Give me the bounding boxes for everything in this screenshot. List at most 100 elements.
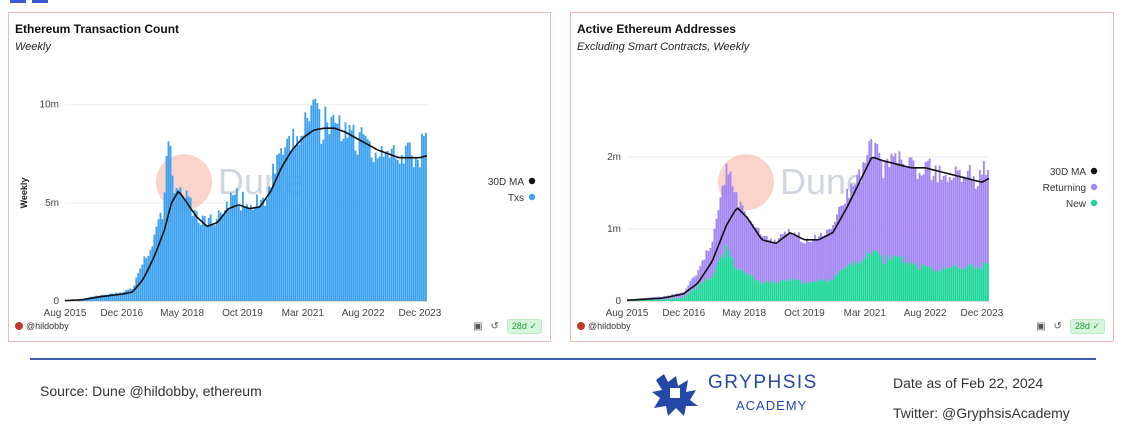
bar-new bbox=[916, 268, 919, 301]
bar-txs bbox=[382, 156, 385, 301]
bar-returning bbox=[958, 169, 961, 269]
bar-returning bbox=[761, 236, 764, 284]
bar-returning bbox=[771, 242, 774, 281]
bar-returning bbox=[741, 205, 744, 270]
bar-new bbox=[663, 299, 666, 301]
bar-returning bbox=[856, 174, 859, 265]
bar-new bbox=[743, 272, 746, 301]
bar-txs bbox=[207, 217, 210, 301]
legend-swatch bbox=[1090, 167, 1098, 175]
bar-txs bbox=[380, 145, 383, 301]
bar-returning bbox=[920, 175, 923, 266]
bar-returning bbox=[753, 226, 756, 281]
bar-new bbox=[884, 263, 887, 301]
bar-returning bbox=[960, 181, 963, 270]
bar-returning bbox=[868, 141, 871, 254]
bar-new bbox=[675, 298, 678, 301]
bar-txs bbox=[394, 158, 397, 301]
bar-new bbox=[856, 264, 859, 301]
bar-txs bbox=[159, 212, 162, 301]
refresh-icon[interactable]: ↺ bbox=[490, 321, 499, 332]
bar-returning bbox=[984, 174, 987, 264]
bar-new bbox=[801, 284, 804, 301]
bar-new bbox=[936, 270, 939, 301]
bar-txs bbox=[294, 145, 297, 301]
bar-returning bbox=[820, 232, 822, 282]
bar-new bbox=[739, 269, 742, 301]
bar-txs bbox=[354, 150, 357, 301]
refresh-icon[interactable]: ↺ bbox=[1053, 321, 1062, 332]
bar-returning bbox=[814, 234, 816, 283]
bar-returning bbox=[715, 218, 718, 266]
bar-txs bbox=[328, 134, 331, 301]
bar-txs bbox=[300, 136, 303, 301]
bar-txs bbox=[298, 144, 301, 301]
bar-txs bbox=[143, 256, 146, 301]
bar-new bbox=[701, 282, 704, 301]
author-name: @hildobby bbox=[588, 321, 631, 331]
date-text: Date as of Feb 22, 2024 bbox=[893, 375, 1044, 391]
bar-new bbox=[725, 245, 728, 301]
bar-returning bbox=[717, 209, 720, 262]
refresh-badge[interactable]: 28d ✓ bbox=[1069, 319, 1105, 334]
bar-returning bbox=[970, 178, 973, 265]
x-tick-label: Mar 2021 bbox=[844, 308, 887, 319]
bar-txs bbox=[424, 133, 427, 301]
bar-txs bbox=[221, 214, 224, 301]
bar-returning bbox=[830, 229, 832, 280]
bar-new bbox=[832, 280, 834, 301]
bar-returning bbox=[968, 164, 971, 265]
bar-new bbox=[974, 269, 977, 301]
x-tick-label: Aug 2022 bbox=[904, 308, 947, 319]
bar-txs bbox=[213, 225, 216, 301]
bar-txs bbox=[398, 163, 401, 301]
bar-new bbox=[789, 280, 792, 301]
bar-txs bbox=[133, 285, 136, 301]
bar-returning bbox=[699, 266, 702, 284]
bar-new bbox=[946, 267, 949, 301]
bar-txs bbox=[151, 246, 154, 301]
bar-new bbox=[775, 283, 778, 301]
bar-txs bbox=[346, 137, 349, 301]
bar-txs bbox=[248, 207, 250, 301]
bar-new bbox=[731, 258, 734, 301]
bar-new bbox=[645, 299, 647, 301]
refresh-badge[interactable]: 28d ✓ bbox=[506, 319, 542, 334]
bar-new bbox=[665, 299, 668, 301]
bar-new bbox=[904, 263, 907, 301]
bar-txs bbox=[402, 163, 405, 301]
bar-new bbox=[709, 278, 712, 301]
bar-returning bbox=[683, 292, 686, 298]
legend-label: Txs bbox=[508, 193, 524, 204]
bar-new bbox=[737, 268, 740, 301]
bar-txs bbox=[304, 112, 307, 301]
author-link[interactable]: @hildobby bbox=[15, 321, 69, 331]
bar-new bbox=[900, 256, 903, 301]
bar-new bbox=[838, 271, 841, 301]
bar-new bbox=[972, 267, 975, 301]
bar-returning bbox=[898, 151, 901, 258]
bar-returning bbox=[944, 175, 947, 270]
bar-txs bbox=[103, 294, 106, 301]
bar-returning bbox=[910, 157, 913, 263]
bar-new bbox=[667, 299, 670, 301]
bar-new bbox=[763, 281, 766, 301]
camera-icon[interactable]: ▣ bbox=[1036, 321, 1046, 332]
bar-txs bbox=[268, 186, 270, 301]
bar-returning bbox=[779, 234, 782, 280]
bar-txs bbox=[284, 147, 287, 301]
bar-new bbox=[952, 265, 955, 301]
bar-txs bbox=[348, 124, 351, 301]
bar-returning bbox=[840, 205, 843, 271]
author-link[interactable]: @hildobby bbox=[577, 321, 631, 331]
bar-new bbox=[723, 257, 726, 301]
bar-txs bbox=[175, 188, 178, 301]
x-tick-label: May 2018 bbox=[722, 308, 766, 319]
bar-txs bbox=[378, 156, 381, 301]
bar-new bbox=[745, 275, 748, 301]
bar-returning bbox=[791, 235, 794, 279]
bar-new bbox=[818, 278, 820, 301]
bar-returning bbox=[860, 182, 863, 263]
bar-returning bbox=[822, 236, 824, 280]
camera-icon[interactable]: ▣ bbox=[473, 321, 483, 332]
